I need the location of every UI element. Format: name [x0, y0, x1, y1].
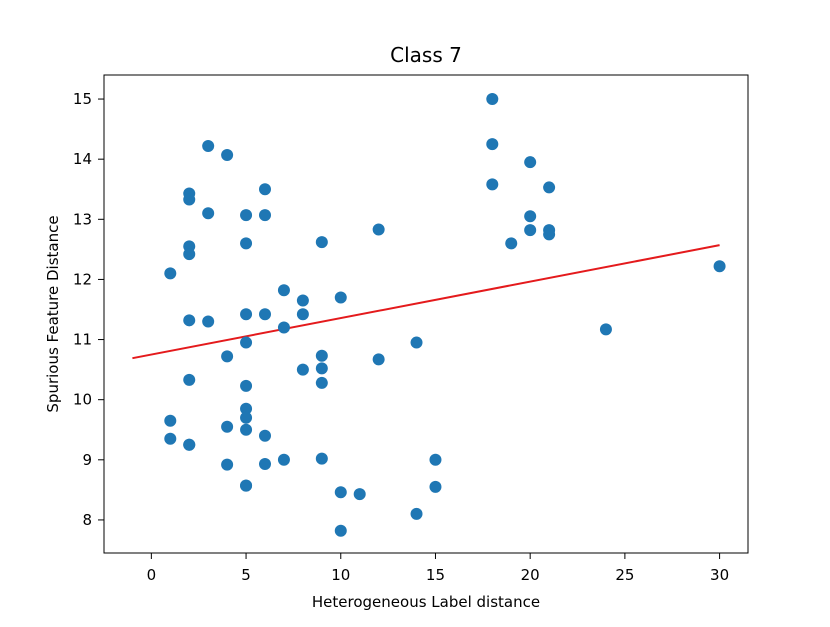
scatter-point: [429, 453, 442, 466]
y-tick-label: 10: [73, 391, 92, 409]
scatter-point: [486, 93, 499, 106]
scatter-point: [277, 453, 290, 466]
scatter-point: [183, 438, 196, 451]
y-tick-label: 15: [73, 90, 92, 108]
scatter-point: [524, 224, 537, 237]
scatter-point: [259, 458, 271, 471]
x-tick-label: 30: [710, 566, 729, 584]
scatter-point: [372, 223, 385, 236]
scatter-point: [277, 321, 290, 334]
scatter-point: [599, 323, 612, 336]
scatter-point: [259, 183, 271, 196]
fit-line-layer: [132, 244, 720, 360]
scatter-point: [259, 429, 271, 442]
x-tick-label: 15: [426, 566, 445, 584]
scatter-point: [334, 524, 347, 537]
scatter-point: [202, 315, 215, 328]
x-axis-label: Heterogeneous Label distance: [312, 593, 540, 611]
scatter-point: [164, 414, 177, 427]
x-tick-label: 5: [241, 566, 251, 584]
scatter-point: [240, 336, 253, 349]
scatter-point: [543, 181, 556, 194]
fit-line: [132, 244, 720, 360]
scatter-point: [183, 314, 196, 327]
scatter-point: [296, 363, 309, 376]
x-tick-label: 10: [331, 566, 350, 584]
scatter-point: [410, 336, 423, 349]
scatter-point: [543, 228, 556, 241]
scatter-point: [221, 148, 234, 161]
scatter-point: [505, 237, 518, 250]
scatter-point: [353, 488, 366, 501]
scatter-point: [372, 353, 385, 366]
scatter-point: [240, 411, 253, 424]
scatter-point: [240, 308, 253, 321]
y-tick-label: 14: [73, 150, 92, 168]
scatter-point: [486, 178, 499, 191]
scatter-point: [315, 376, 328, 389]
plot-area-frame: [103, 74, 749, 554]
scatter-point: [202, 207, 215, 220]
points-layer: [164, 93, 726, 537]
scatter-point: [240, 237, 253, 250]
scatter-point: [221, 458, 234, 471]
scatter-point: [315, 349, 328, 362]
scatter-point: [315, 362, 328, 375]
scatter-point: [240, 423, 253, 436]
scatter-point: [259, 308, 271, 321]
scatter-point: [315, 236, 328, 249]
x-tick-label: 20: [521, 566, 540, 584]
x-tick-label: 25: [615, 566, 634, 584]
scatter-point: [240, 209, 253, 222]
scatter-point: [240, 479, 253, 492]
y-tick-label: 13: [73, 210, 92, 228]
axes-layer: 0 5 10 15 20 25 30 8 9 10 11 12 13 14 15: [73, 90, 729, 584]
y-tick-label: 12: [73, 270, 92, 288]
scatter-point: [315, 452, 328, 465]
scatter-point: [334, 291, 347, 304]
chart-title: Class 7: [390, 43, 462, 67]
x-tick-label: 0: [147, 566, 157, 584]
scatter-point: [164, 267, 177, 280]
y-axis-label: Spurious Feature Distance: [44, 215, 62, 412]
scatter-point: [240, 402, 253, 415]
scatter-point: [296, 294, 309, 307]
scatter-point: [713, 260, 726, 273]
scatter-point: [221, 350, 234, 363]
scatter-point: [240, 379, 253, 392]
scatter-point: [221, 420, 234, 433]
scatter-point: [524, 156, 537, 169]
y-tick-label: 11: [73, 331, 92, 349]
scatter-point: [164, 432, 177, 445]
plot-frame-layer: [103, 74, 749, 554]
scatter-point: [429, 480, 442, 493]
y-tick-label: 8: [82, 511, 92, 529]
scatter-point: [486, 138, 499, 151]
scatter-point: [277, 284, 290, 297]
scatter-point: [259, 209, 271, 222]
scatter-point: [183, 193, 196, 206]
scatter-point: [183, 248, 196, 261]
scatter-point: [334, 486, 347, 499]
scatter-point: [183, 373, 196, 386]
scatter-point: [202, 139, 215, 152]
y-tick-label: 9: [82, 451, 92, 469]
scatter-point: [410, 507, 423, 520]
scatter-point: [524, 210, 537, 223]
scatter-point: [296, 308, 309, 321]
